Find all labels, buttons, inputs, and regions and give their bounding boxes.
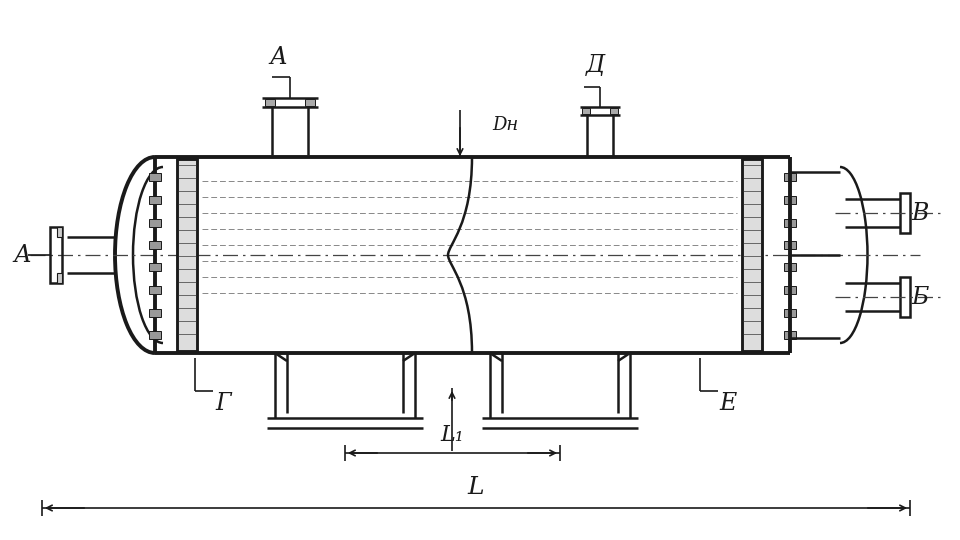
- Bar: [149, 196, 161, 204]
- Bar: [784, 263, 796, 271]
- Bar: [784, 309, 796, 317]
- Text: А: А: [13, 244, 31, 267]
- Bar: [784, 241, 796, 249]
- Bar: [784, 219, 796, 227]
- Bar: [900, 277, 910, 317]
- Text: Г: Г: [215, 392, 230, 415]
- Bar: [742, 159, 762, 351]
- Bar: [149, 331, 161, 339]
- Bar: [582, 108, 590, 114]
- Bar: [742, 159, 762, 351]
- Text: Е: Е: [719, 392, 736, 415]
- Bar: [57, 227, 62, 237]
- Bar: [177, 159, 197, 351]
- Bar: [177, 159, 197, 351]
- Bar: [149, 309, 161, 317]
- Bar: [149, 219, 161, 227]
- Bar: [784, 196, 796, 204]
- Bar: [784, 173, 796, 181]
- Bar: [784, 286, 796, 294]
- Bar: [149, 241, 161, 249]
- Text: Dн: Dн: [492, 116, 518, 134]
- Text: Д: Д: [586, 53, 605, 77]
- Bar: [57, 273, 62, 283]
- Bar: [784, 331, 796, 339]
- Text: L₁: L₁: [441, 424, 464, 446]
- Bar: [900, 193, 910, 233]
- Bar: [610, 108, 618, 114]
- Bar: [50, 227, 62, 283]
- Bar: [149, 263, 161, 271]
- Text: А: А: [269, 45, 287, 69]
- Text: Б: Б: [911, 286, 928, 308]
- Bar: [305, 99, 315, 106]
- Text: L: L: [468, 476, 484, 500]
- Bar: [265, 99, 275, 106]
- Text: В: В: [911, 201, 928, 225]
- Bar: [149, 173, 161, 181]
- Bar: [149, 286, 161, 294]
